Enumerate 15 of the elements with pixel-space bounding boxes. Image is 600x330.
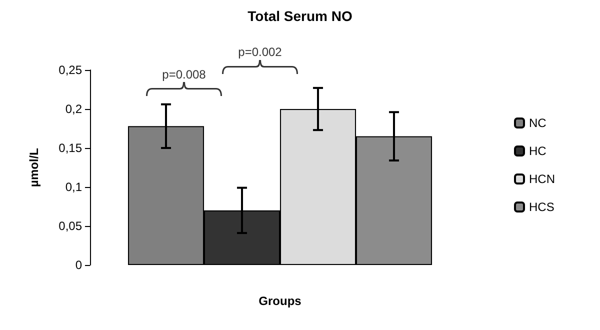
- legend-label: HCS: [529, 200, 554, 214]
- y-tick-label: 0,15: [58, 141, 82, 155]
- chart-title: Total Serum NO: [248, 8, 352, 24]
- y-tick-label: 0,1: [65, 180, 82, 194]
- y-tick-label: 0,2: [65, 102, 82, 116]
- y-tick-label: 0,25: [58, 63, 82, 77]
- legend-label: NC: [529, 116, 547, 130]
- x-axis-title: Groups: [258, 294, 302, 308]
- legend-label: HC: [529, 144, 547, 158]
- y-tick-label: 0: [75, 258, 82, 272]
- text: p=0.002: [238, 44, 282, 59]
- y-tick-label: 0,05: [58, 219, 82, 233]
- y-axis-title: µmol/L: [27, 148, 41, 187]
- legend-label: HCN: [529, 172, 555, 186]
- annotation: p=0.008: [162, 67, 206, 82]
